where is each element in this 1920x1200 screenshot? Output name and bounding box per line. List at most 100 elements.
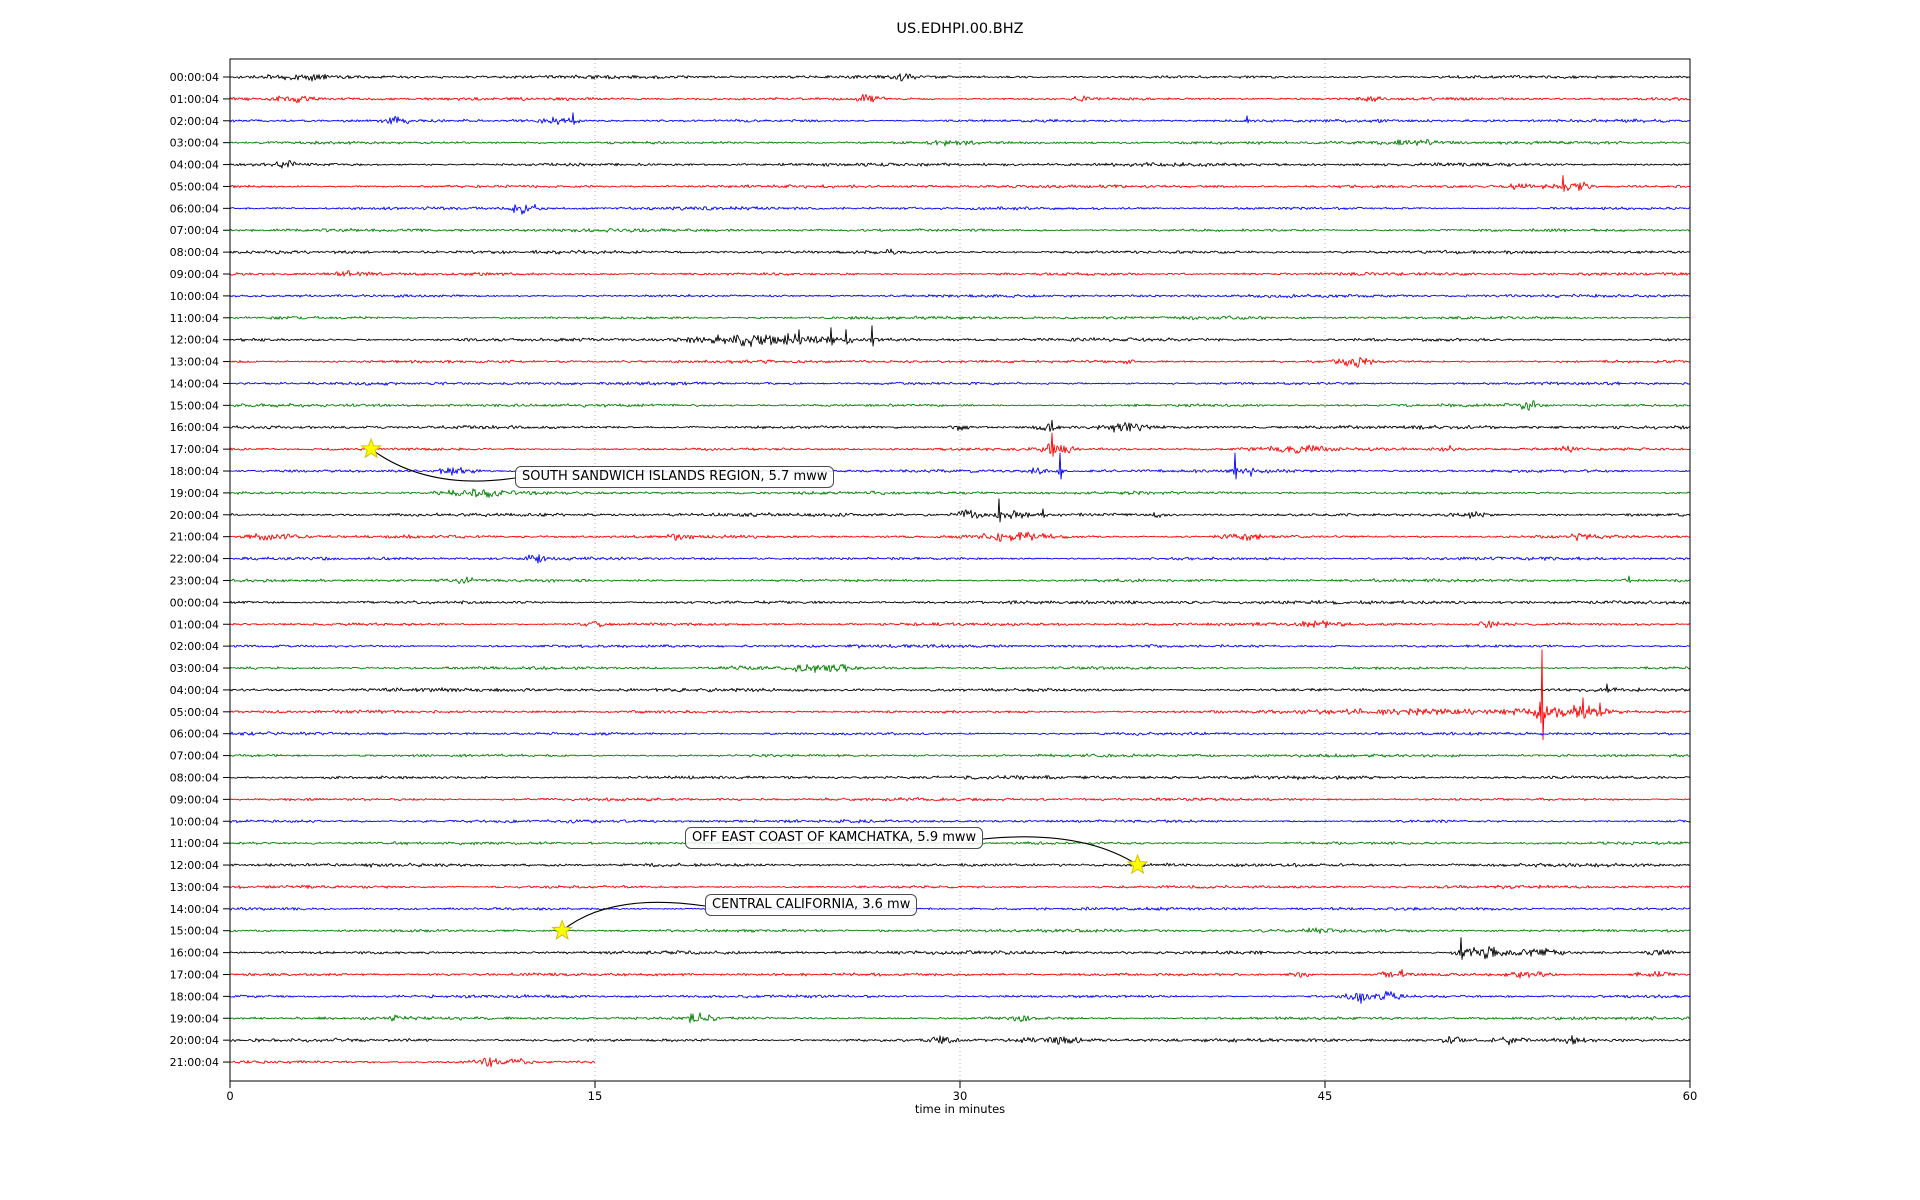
- seismogram-trace: [229, 270, 1691, 277]
- row-time-label: 21:00:04: [170, 531, 219, 544]
- row-time-label: 17:00:04: [170, 443, 219, 456]
- seismogram-trace: [229, 731, 1691, 736]
- row-time-label: 02:00:04: [170, 115, 219, 128]
- seismogram-trace: [229, 174, 1691, 192]
- row-time-label: 03:00:04: [170, 137, 219, 150]
- row-time-label: 11:00:04: [170, 837, 219, 850]
- row-time-label: 16:00:04: [170, 421, 219, 434]
- row-time-label: 15:00:04: [170, 925, 219, 938]
- seismogram-trace: [229, 315, 1691, 321]
- seismogram-trace: [229, 774, 1691, 781]
- seismogram-trace: [229, 990, 1691, 1004]
- annotation-arrow: [982, 836, 1138, 866]
- seismogram-trace: [229, 649, 1691, 741]
- row-time-label: 13:00:04: [170, 881, 219, 894]
- x-tick-label: 30: [953, 1089, 968, 1103]
- row-time-label: 19:00:04: [170, 1012, 219, 1025]
- row-time-label: 06:00:04: [170, 202, 219, 215]
- seismogram-trace: [229, 753, 1691, 758]
- seismogram-trace: [229, 293, 1691, 299]
- row-time-label: 20:00:04: [170, 1034, 219, 1047]
- row-time-label: 08:00:04: [170, 246, 219, 259]
- row-time-label: 20:00:04: [170, 509, 219, 522]
- event-star-icon: [1126, 853, 1149, 875]
- row-time-label: 02:00:04: [170, 640, 219, 653]
- row-time-label: 17:00:04: [170, 968, 219, 981]
- row-time-label: 13:00:04: [170, 356, 219, 369]
- seismogram-trace: [229, 73, 1691, 82]
- seismogram-trace: [229, 1057, 596, 1068]
- seismogram-trace: [230, 498, 1691, 523]
- row-time-label: 10:00:04: [170, 290, 219, 303]
- row-time-label: 04:00:04: [170, 684, 219, 697]
- annotation-south-sandwich-islands: SOUTH SANDWICH ISLANDS REGION, 5.7 mww: [515, 466, 835, 488]
- seismogram-trace: [229, 862, 1691, 868]
- row-time-label: 22:00:04: [170, 553, 219, 566]
- seismogram-trace: [229, 432, 1691, 457]
- annotation-off-east-coast-kamchatka: OFF EAST COAST OF KAMCHATKA, 5.9 mww: [685, 827, 984, 849]
- row-time-label: 21:00:04: [170, 1056, 219, 1069]
- annotation-central-california: CENTRAL CALIFORNIA, 3.6 mw: [705, 894, 918, 916]
- row-time-label: 23:00:04: [170, 574, 219, 587]
- seismogram-trace: [229, 643, 1691, 649]
- x-tick-label: 0: [226, 1089, 233, 1103]
- seismogram-trace: [229, 160, 1691, 169]
- x-axis-label: time in minutes: [914, 1102, 1006, 1116]
- seismogram-trace: [229, 683, 1691, 694]
- seismogram-trace: [229, 139, 1691, 147]
- row-time-label: 00:00:04: [170, 71, 219, 84]
- row-time-label: 16:00:04: [170, 947, 219, 960]
- row-time-label: 14:00:04: [170, 903, 219, 916]
- row-time-label: 08:00:04: [170, 771, 219, 784]
- seismogram-trace: [229, 884, 1691, 890]
- seismogram-trace: [229, 796, 1691, 802]
- seismogram-trace: [229, 1035, 1691, 1046]
- row-time-label: 07:00:04: [170, 750, 219, 763]
- row-time-label: 06:00:04: [170, 728, 219, 741]
- row-time-label: 05:00:04: [170, 706, 219, 719]
- seismogram-trace: [229, 227, 1691, 233]
- row-time-label: 09:00:04: [170, 268, 219, 281]
- row-time-label: 19:00:04: [170, 487, 219, 500]
- seismogram-trace: [229, 203, 1691, 215]
- row-time-label: 04:00:04: [170, 159, 219, 172]
- row-time-label: 07:00:04: [170, 224, 219, 237]
- seismogram-trace: [229, 818, 1691, 824]
- seismogram-trace: [229, 452, 1691, 480]
- seismogram-trace: [229, 488, 1691, 498]
- row-time-label: 09:00:04: [170, 793, 219, 806]
- row-time-label: 11:00:04: [170, 312, 219, 325]
- row-time-label: 18:00:04: [170, 465, 219, 478]
- seismogram-trace: [229, 620, 1691, 629]
- row-time-label: 12:00:04: [170, 334, 219, 347]
- seismogram-trace: [229, 663, 1691, 673]
- seismogram-trace: [229, 381, 1691, 386]
- seismogram-trace: [229, 531, 1690, 543]
- seismogram-trace: [229, 927, 1690, 934]
- event-star-icon: [360, 437, 382, 459]
- row-time-label: 18:00:04: [170, 990, 219, 1003]
- plot-title: US.EDHPI.00.BHZ: [896, 21, 1024, 37]
- x-tick-label: 15: [588, 1089, 603, 1103]
- seismogram-trace: [229, 937, 1691, 960]
- seismogram-trace: [229, 1012, 1691, 1024]
- seismogram-trace: [229, 599, 1691, 605]
- annotation-arrow: [370, 448, 516, 482]
- x-tick-label: 45: [1318, 1089, 1333, 1103]
- annotation-arrow: [561, 901, 706, 932]
- x-tick-label: 60: [1683, 1089, 1698, 1103]
- row-time-label: 01:00:04: [170, 618, 219, 631]
- row-time-label: 12:00:04: [170, 859, 219, 872]
- seismogram-trace: [229, 93, 1691, 104]
- row-time-label: 10:00:04: [170, 815, 219, 828]
- row-time-label: 03:00:04: [170, 662, 219, 675]
- seismogram-trace: [229, 575, 1691, 585]
- seismogram-trace: [229, 554, 1691, 564]
- row-time-label: 05:00:04: [170, 180, 219, 193]
- seismogram-trace: [229, 419, 1691, 433]
- seismogram-trace: [229, 906, 1691, 911]
- row-time-label: 15:00:04: [170, 399, 219, 412]
- seismogram-trace: [229, 968, 1691, 979]
- seismogram-trace: [229, 400, 1691, 411]
